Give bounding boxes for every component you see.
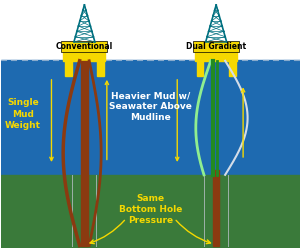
FancyBboxPatch shape xyxy=(193,41,239,52)
Bar xyxy=(65,61,71,76)
Bar xyxy=(1,175,300,248)
Bar xyxy=(63,51,105,61)
Text: Conventional: Conventional xyxy=(56,42,113,51)
Text: Single
Mud
Weight: Single Mud Weight xyxy=(5,98,41,130)
Text: Heavier Mud w/
Seawater Above
Mudline: Heavier Mud w/ Seawater Above Mudline xyxy=(109,91,192,122)
FancyBboxPatch shape xyxy=(61,41,107,52)
Bar xyxy=(97,61,104,76)
Bar xyxy=(1,0,300,60)
Bar xyxy=(195,51,237,61)
Bar xyxy=(197,61,203,76)
Text: Dual Gradient: Dual Gradient xyxy=(186,42,246,51)
Text: Same
Bottom Hole
Pressure: Same Bottom Hole Pressure xyxy=(118,194,182,225)
Bar xyxy=(81,61,88,246)
Bar xyxy=(229,61,236,76)
Bar xyxy=(213,170,220,246)
Bar xyxy=(1,60,300,175)
